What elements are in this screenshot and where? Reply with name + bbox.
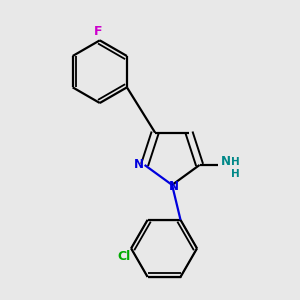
Text: H: H <box>231 169 240 179</box>
Text: N: N <box>134 158 144 172</box>
Text: F: F <box>94 25 102 38</box>
Text: Cl: Cl <box>117 250 130 263</box>
Text: N: N <box>169 180 179 193</box>
Text: H: H <box>231 157 240 167</box>
Text: N: N <box>220 155 230 168</box>
